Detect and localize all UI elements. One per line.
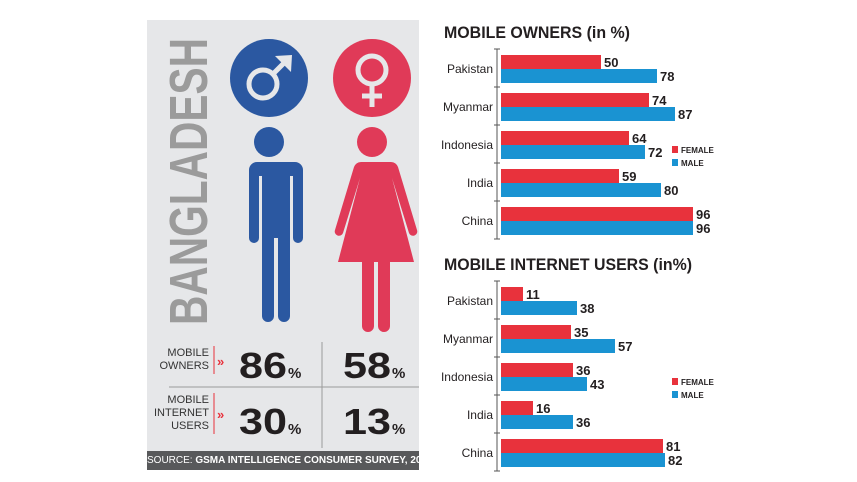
bar-male: [501, 377, 587, 391]
stat-label-line: OWNERS: [160, 360, 210, 372]
category-label: India: [467, 408, 493, 422]
data-label: 57: [618, 339, 632, 354]
stat-label-line: USERS: [171, 420, 209, 432]
data-label: 81: [666, 439, 680, 454]
bar-female: [501, 93, 649, 107]
stat-female-value: 58: [343, 345, 391, 386]
data-label: 74: [652, 93, 667, 108]
stat-unit: %: [392, 421, 405, 438]
data-label: 36: [576, 363, 590, 378]
chart-title: MOBILE OWNERS (in %): [444, 23, 630, 42]
stat-label-line: MOBILE: [167, 347, 209, 359]
data-label: 87: [678, 107, 692, 122]
stat-label-line: INTERNET: [154, 407, 209, 419]
data-label: 96: [696, 221, 710, 236]
data-label: 82: [668, 453, 682, 468]
bar-female: [501, 207, 693, 221]
bar-male: [501, 145, 645, 159]
legend-swatch-female: [672, 146, 678, 153]
bar-male: [501, 107, 675, 121]
bar-female: [501, 55, 601, 69]
category-label: Myanmar: [443, 332, 493, 346]
chevron-right-icon: »: [217, 407, 224, 422]
category-label: Pakistan: [447, 62, 493, 76]
category-label: China: [462, 446, 494, 460]
category-label: Indonesia: [441, 370, 493, 384]
bar-female: [501, 439, 663, 453]
data-label: 36: [576, 415, 590, 430]
stat-male-value: 30: [239, 401, 287, 442]
bar-female: [501, 131, 629, 145]
data-label: 72: [648, 145, 662, 160]
data-label: 80: [664, 183, 678, 198]
bar-male: [501, 453, 665, 467]
bar-female: [501, 401, 533, 415]
bar-female: [501, 287, 523, 301]
category-label: Pakistan: [447, 294, 493, 308]
male-symbol-icon: [230, 39, 308, 117]
stat-female-value: 13: [343, 401, 391, 442]
stat-unit: %: [288, 365, 301, 382]
legend-swatch-male: [672, 391, 678, 398]
stat-row-mobile-owners: MOBILE OWNERS » 86 % 58 %: [160, 345, 406, 386]
bar-male: [501, 415, 573, 429]
female-symbol-icon: [333, 39, 411, 117]
legend-label: FEMALE: [681, 146, 715, 155]
bar-male: [501, 183, 661, 197]
stat-unit: %: [392, 365, 405, 382]
bangladesh-graphic: BANGLADESH MOBILE O: [154, 38, 419, 448]
bar-male: [501, 339, 615, 353]
data-label: 96: [696, 207, 710, 222]
bar-female: [501, 363, 573, 377]
data-label: 64: [632, 131, 647, 146]
country-label: BANGLADESH: [159, 38, 219, 325]
source-prefix: SOURCE:: [147, 455, 193, 466]
stat-male-value: 86: [239, 345, 287, 386]
source-text: GSMA INTELLIGENCE CONSUMER SURVEY, 2018: [195, 455, 433, 466]
data-label: 11: [526, 287, 540, 302]
female-figure-icon: [334, 127, 418, 332]
legend-swatch-male: [672, 159, 678, 166]
data-label: 38: [580, 301, 594, 316]
stat-label-line: MOBILE: [167, 394, 209, 406]
chevron-right-icon: »: [217, 354, 224, 369]
category-label: India: [467, 176, 493, 190]
male-figure-icon: [243, 127, 303, 322]
data-label: 59: [622, 169, 636, 184]
data-label: 16: [536, 401, 550, 416]
source-note: SOURCE: GSMA INTELLIGENCE CONSUMER SURVE…: [147, 451, 433, 470]
category-label: Myanmar: [443, 100, 493, 114]
data-label: 50: [604, 55, 618, 70]
data-label: 35: [574, 325, 588, 340]
data-label: 43: [590, 377, 604, 392]
stat-unit: %: [288, 421, 301, 438]
legend-label: MALE: [681, 391, 704, 400]
data-label: 78: [660, 69, 674, 84]
stat-row-mobile-internet-users: MOBILE INTERNET USERS » 30 % 13 %: [154, 393, 405, 442]
bar-female: [501, 169, 619, 183]
category-label: Indonesia: [441, 138, 493, 152]
bangladesh-panel: BANGLADESH MOBILE O: [147, 20, 433, 470]
bar-female: [501, 325, 571, 339]
bar-male: [501, 301, 577, 315]
legend-label: FEMALE: [681, 378, 715, 387]
legend-swatch-female: [672, 378, 678, 385]
category-label: China: [462, 214, 494, 228]
legend-label: MALE: [681, 159, 704, 168]
bar-male: [501, 69, 657, 83]
chart-title: MOBILE INTERNET USERS (in%): [444, 255, 692, 274]
bar-male: [501, 221, 693, 235]
